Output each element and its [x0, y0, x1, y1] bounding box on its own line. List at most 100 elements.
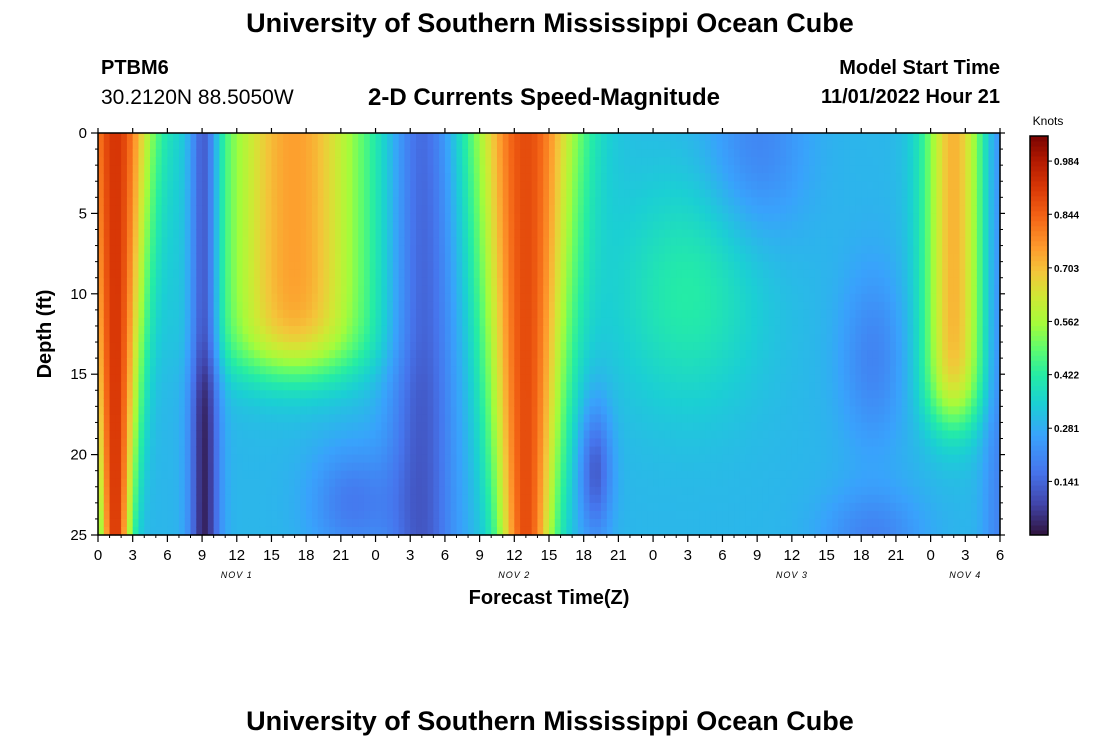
heatmap-cell	[126, 197, 134, 206]
heatmap-cell	[439, 325, 446, 335]
heatmap-cell	[323, 213, 330, 223]
heatmap-cell	[103, 133, 111, 142]
heatmap-cell	[283, 229, 290, 239]
heatmap-cell	[369, 334, 377, 343]
heatmap-cell	[98, 325, 105, 335]
heatmap-cell	[404, 446, 411, 456]
heatmap-cell	[549, 510, 556, 520]
heatmap-cell	[606, 470, 614, 480]
heatmap-cell	[115, 309, 122, 319]
heatmap-cell	[387, 157, 394, 166]
heatmap-cell	[155, 277, 163, 287]
heatmap-cell	[508, 334, 515, 343]
heatmap-cell	[335, 462, 342, 472]
heatmap-cell	[612, 342, 619, 351]
heatmap-cell	[572, 486, 579, 496]
heatmap-cell	[653, 390, 660, 399]
heatmap-cell	[566, 277, 573, 287]
heatmap-cell	[98, 510, 105, 520]
heatmap-cell	[317, 366, 325, 375]
heatmap-cell	[624, 398, 631, 407]
heatmap-cell	[520, 189, 527, 198]
heatmap-cell	[329, 358, 336, 367]
heatmap-cell	[612, 478, 619, 488]
heatmap-cell	[670, 293, 677, 303]
heatmap-cell	[583, 229, 591, 239]
heatmap-cell	[369, 478, 377, 488]
heatmap-cell	[502, 390, 510, 399]
heatmap-cell	[161, 133, 168, 142]
heatmap-cell	[520, 414, 527, 424]
heatmap-cell	[612, 518, 619, 528]
heatmap-cell	[468, 486, 475, 496]
heatmap-cell	[444, 518, 452, 528]
heatmap-cell	[236, 462, 244, 472]
heatmap-cell	[439, 133, 446, 142]
heatmap-cell	[167, 430, 174, 440]
heatmap-cell	[358, 478, 365, 488]
heatmap-cell	[288, 374, 296, 383]
heatmap-cell	[190, 478, 197, 488]
heatmap-cell	[300, 141, 307, 150]
heatmap-cell	[595, 398, 602, 407]
heatmap-cell	[404, 454, 411, 464]
heatmap-cell	[456, 245, 463, 255]
heatmap-cell	[531, 414, 539, 424]
heatmap-cell	[375, 189, 382, 198]
heatmap-cell	[496, 285, 504, 295]
heatmap-cell	[537, 398, 544, 407]
heatmap-cell	[167, 366, 174, 375]
heatmap-cell	[178, 317, 186, 327]
heatmap-cell	[387, 358, 394, 367]
heatmap-cell	[468, 205, 475, 214]
heatmap-cell	[103, 462, 111, 472]
heatmap-cell	[369, 470, 377, 480]
heatmap-cell	[271, 382, 278, 391]
heatmap-cell	[109, 277, 116, 287]
heatmap-cell	[184, 470, 192, 480]
heatmap-cell	[398, 438, 406, 448]
heatmap-cell	[543, 245, 550, 255]
heatmap-cell	[427, 478, 434, 488]
heatmap-cell	[259, 334, 267, 343]
heatmap-cell	[601, 390, 608, 399]
heatmap-cell	[317, 237, 325, 247]
heatmap-cell	[109, 478, 116, 488]
heatmap-cell	[549, 261, 556, 271]
heatmap-cell	[595, 518, 602, 528]
heatmap-cell	[283, 261, 290, 271]
heatmap-cell	[173, 325, 180, 335]
heatmap-cell	[439, 398, 446, 407]
heatmap-cell	[381, 350, 388, 359]
heatmap-cell	[485, 317, 492, 327]
heatmap-cell	[479, 350, 486, 359]
heatmap-cell	[606, 390, 614, 399]
heatmap-cell	[606, 462, 614, 472]
heatmap-cell	[560, 510, 567, 520]
heatmap-cell	[213, 269, 221, 279]
heatmap-cell	[554, 165, 562, 174]
heatmap-cell	[624, 213, 631, 223]
heatmap-cell	[664, 277, 672, 287]
heatmap-cell	[456, 285, 463, 295]
heatmap-cell	[606, 245, 614, 255]
heatmap-cell	[213, 518, 221, 528]
heatmap-cell	[456, 382, 463, 391]
heatmap-cell	[537, 133, 544, 142]
heatmap-cell	[549, 422, 556, 432]
heatmap-cell	[595, 462, 602, 472]
heatmap-cell	[242, 229, 249, 239]
heatmap-cell	[375, 245, 382, 255]
heatmap-cell	[288, 229, 296, 239]
heatmap-cell	[225, 173, 232, 182]
heatmap-cell	[167, 261, 174, 271]
heatmap-cell	[178, 237, 186, 247]
heatmap-cell	[358, 470, 365, 480]
heatmap-cell	[167, 462, 174, 472]
heatmap-cell	[98, 446, 105, 456]
heatmap-cell	[126, 478, 134, 488]
heatmap-cell	[439, 342, 446, 351]
heatmap-cell	[670, 205, 677, 214]
heatmap-cell	[485, 438, 492, 448]
heatmap-cell	[473, 253, 481, 263]
